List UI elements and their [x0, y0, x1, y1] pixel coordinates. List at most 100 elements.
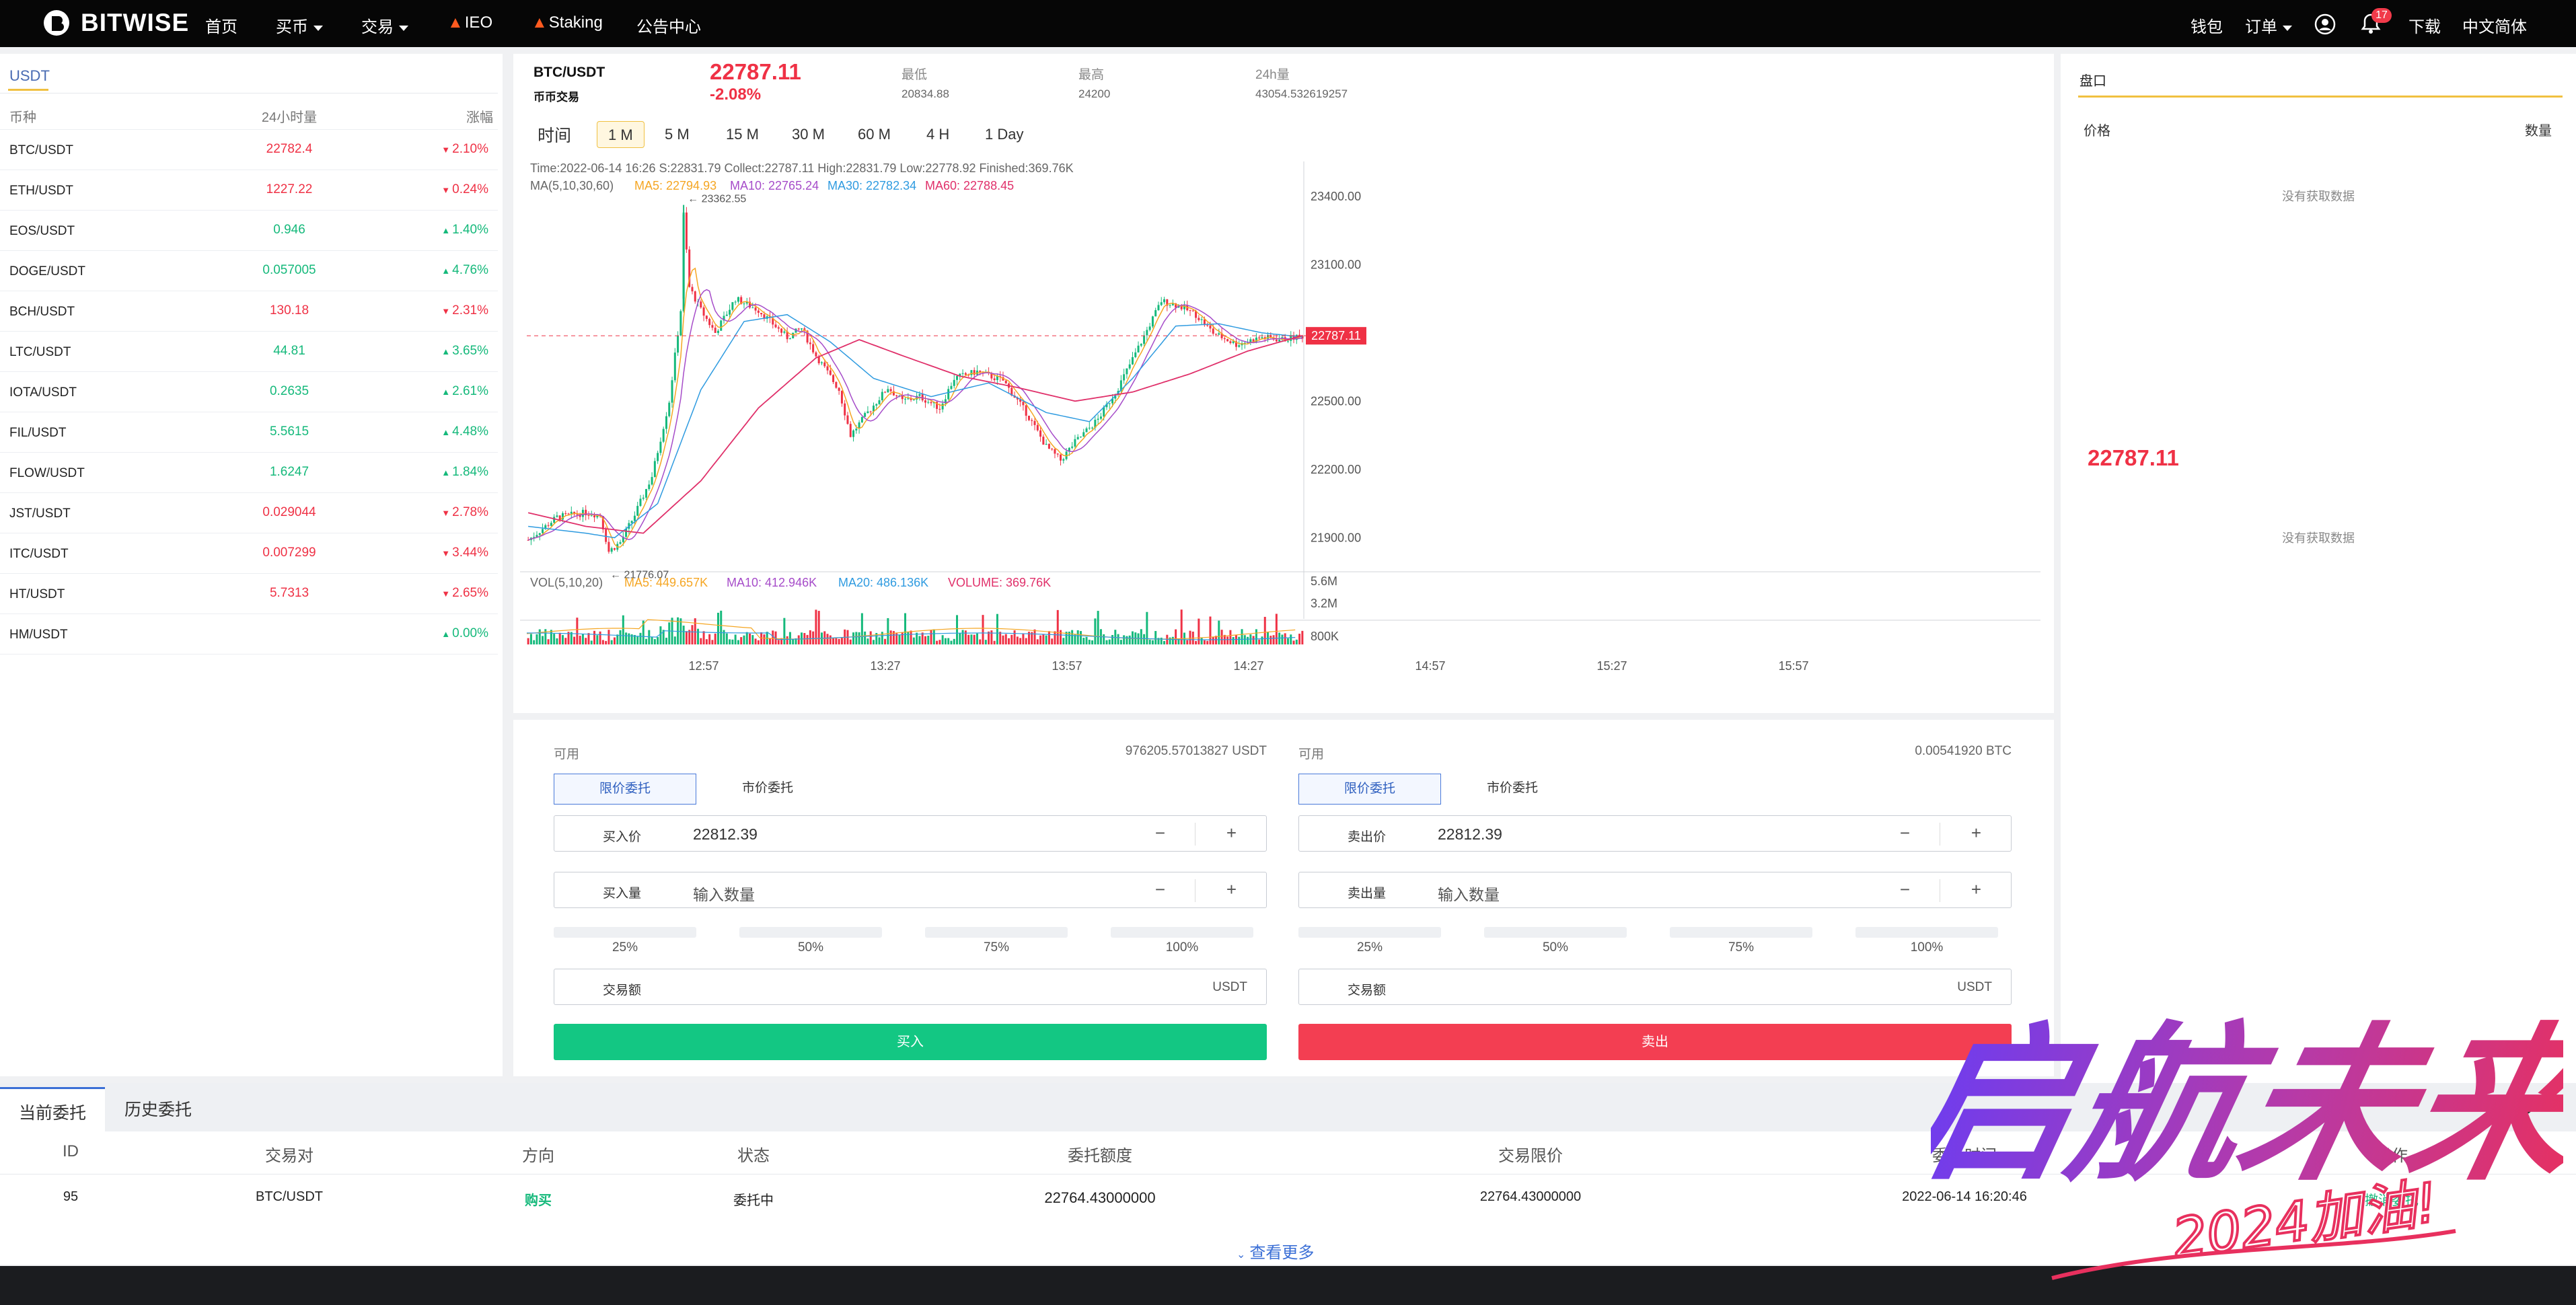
sell-button[interactable]: 卖出 — [1298, 1024, 2012, 1060]
buy-pct-100-bar[interactable] — [1111, 927, 1253, 938]
timeframe-60m[interactable]: 60 M — [858, 126, 891, 143]
sell-pct-100-bar[interactable] — [1855, 927, 1998, 938]
sell-quantity-field[interactable]: 卖出量 输入数量 − + — [1298, 872, 2012, 908]
buy-limit-order-tab[interactable]: 限价委托 — [554, 774, 696, 805]
volume-bar — [1203, 640, 1206, 644]
nav-home[interactable]: 首页 — [205, 18, 237, 36]
arrow-up-icon: ▲ — [441, 387, 451, 397]
user-icon[interactable] — [2314, 13, 2336, 35]
plus-button[interactable]: + — [1971, 823, 1981, 843]
nav-orders[interactable]: 订单 — [2245, 13, 2292, 37]
volume-bar — [1252, 636, 1255, 644]
sell-pct-50-bar[interactable] — [1484, 927, 1627, 938]
market-row[interactable]: IOTA/USDT 0.2635 ▲ 2.61% — [0, 372, 498, 412]
market-row[interactable]: ITC/USDT 0.007299 ▼ 3.44% — [0, 533, 498, 574]
brand-name[interactable]: BITWISE — [81, 9, 190, 36]
nav-language[interactable]: 中文简体 — [2462, 18, 2527, 36]
market-row[interactable]: BTC/USDT 22782.4 ▼ 2.10% — [0, 130, 498, 170]
sell-pct-50[interactable]: 50% — [1542, 940, 1569, 955]
sell-pct-25-bar[interactable] — [1298, 927, 1441, 938]
sell-price-value[interactable]: 22812.39 — [1438, 825, 1502, 843]
candle — [700, 301, 702, 308]
volume-bar — [708, 634, 711, 644]
buy-market-order-tab[interactable]: 市价委托 — [741, 781, 793, 795]
buy-pct-25[interactable]: 25% — [612, 940, 638, 955]
volume-bar — [556, 638, 558, 644]
market-row[interactable]: FLOW/USDT 1.6247 ▲ 1.84% — [0, 453, 498, 493]
plus-button[interactable]: + — [1226, 823, 1237, 843]
buy-pct-100[interactable]: 100% — [1165, 940, 1199, 955]
order-book-title[interactable]: 盘口 — [2080, 74, 2106, 89]
nav-announcements[interactable]: 公告中心 — [636, 18, 701, 36]
nav-ieo[interactable]: ▲IEO — [447, 13, 492, 32]
market-change: ▲ 1.40% — [441, 223, 488, 237]
sell-pct-75-bar[interactable] — [1670, 927, 1812, 938]
buy-price-field[interactable]: 买入价 22812.39 − + — [554, 815, 1267, 852]
nav-buy-coin[interactable]: 买币 — [276, 13, 323, 37]
buy-price-value[interactable]: 22812.39 — [693, 825, 758, 843]
buy-button[interactable]: 买入 — [554, 1024, 1267, 1060]
volume-bar — [1212, 636, 1214, 644]
volume-bar — [662, 630, 665, 644]
timeframe-5m[interactable]: 5 M — [665, 126, 690, 143]
timeframe-15m[interactable]: 15 M — [726, 126, 759, 143]
minus-button[interactable]: − — [1154, 823, 1165, 843]
sell-market-order-tab[interactable]: 市价委托 — [1486, 781, 1538, 795]
candlestick-chart[interactable]: 23400.0023100.0022800.0022500.0022200.00… — [513, 155, 2054, 713]
buy-quantity-field[interactable]: 买入量 输入数量 − + — [554, 872, 1267, 908]
volume-bar — [1295, 639, 1298, 644]
plus-button[interactable]: + — [1226, 879, 1237, 899]
minus-button[interactable]: − — [1154, 879, 1165, 899]
timeframe-30m[interactable]: 30 M — [792, 126, 825, 143]
market-row[interactable]: BCH/USDT 130.18 ▼ 2.31% — [0, 291, 498, 332]
buy-quantity-placeholder[interactable]: 输入数量 — [693, 886, 755, 903]
nav-wallet[interactable]: 钱包 — [2191, 18, 2223, 36]
market-change: ▲ 4.76% — [441, 263, 488, 278]
volume-bar — [673, 636, 676, 644]
buy-pct-50-bar[interactable] — [739, 927, 882, 938]
nav-download[interactable]: 下载 — [2408, 18, 2441, 36]
sell-pct-75[interactable]: 75% — [1728, 940, 1755, 955]
sell-limit-order-tab[interactable]: 限价委托 — [1298, 774, 1441, 805]
timeframe-1day[interactable]: 1 Day — [985, 126, 1024, 143]
market-row[interactable]: DOGE/USDT 0.057005 ▲ 4.76% — [0, 251, 498, 291]
buy-pct-25-bar[interactable] — [554, 927, 696, 938]
market-row[interactable]: ETH/USDT 1227.22 ▼ 0.24% — [0, 170, 498, 211]
buy-amount-field[interactable]: 交易额 USDT — [554, 969, 1267, 1005]
tab-current-orders[interactable]: 当前委托 — [0, 1087, 105, 1131]
market-row[interactable]: JST/USDT 0.029044 ▼ 2.78% — [0, 493, 498, 533]
market-row[interactable]: EOS/USDT 0.946 ▲ 1.40% — [0, 211, 498, 251]
timeframe-4h[interactable]: 4 H — [926, 126, 950, 143]
volume-bar — [1097, 611, 1099, 644]
sell-quantity-placeholder[interactable]: 输入数量 — [1438, 886, 1500, 903]
plus-button[interactable]: + — [1971, 879, 1981, 899]
view-more-link[interactable]: ⌄ 查看更多 — [1237, 1239, 1314, 1263]
tab-usdt[interactable]: USDT — [9, 67, 50, 84]
candle — [564, 513, 567, 514]
sell-pct-100[interactable]: 100% — [1910, 940, 1944, 955]
minus-button[interactable]: − — [1899, 823, 1910, 843]
market-row[interactable]: LTC/USDT 44.81 ▲ 3.65% — [0, 332, 498, 372]
candle — [740, 297, 743, 304]
volume-bar — [1031, 632, 1033, 644]
refresh-icon[interactable] — [2513, 1095, 2536, 1118]
sell-pct-25[interactable]: 25% — [1356, 940, 1383, 955]
market-row[interactable]: FIL/USDT 5.5615 ▲ 4.48% — [0, 412, 498, 453]
buy-pct-75-bar[interactable] — [925, 927, 1068, 938]
nav-trade[interactable]: 交易 — [361, 13, 408, 37]
market-volume: 1.6247 — [269, 465, 309, 479]
market-row[interactable]: HM/USDT ▲ 0.00% — [0, 614, 498, 655]
buy-pct-50[interactable]: 50% — [797, 940, 824, 955]
candle — [556, 515, 558, 517]
nav-staking[interactable]: ▲Staking — [531, 13, 603, 32]
minus-button[interactable]: − — [1899, 879, 1910, 899]
sell-amount-field[interactable]: 交易额 USDT — [1298, 969, 2012, 1005]
bitwise-logo-icon[interactable] — [43, 9, 70, 36]
timeframe-1m[interactable]: 1 M — [597, 121, 645, 148]
market-row[interactable]: HT/USDT 5.7313 ▼ 2.65% — [0, 574, 498, 614]
volume-bar — [786, 636, 788, 644]
buy-pct-75[interactable]: 75% — [983, 940, 1010, 955]
sell-price-field[interactable]: 卖出价 22812.39 − + — [1298, 815, 2012, 852]
cancel-order-button[interactable]: 撤消委托 — [2365, 1193, 2419, 1208]
tab-history-orders[interactable]: 历史委托 — [124, 1101, 192, 1119]
